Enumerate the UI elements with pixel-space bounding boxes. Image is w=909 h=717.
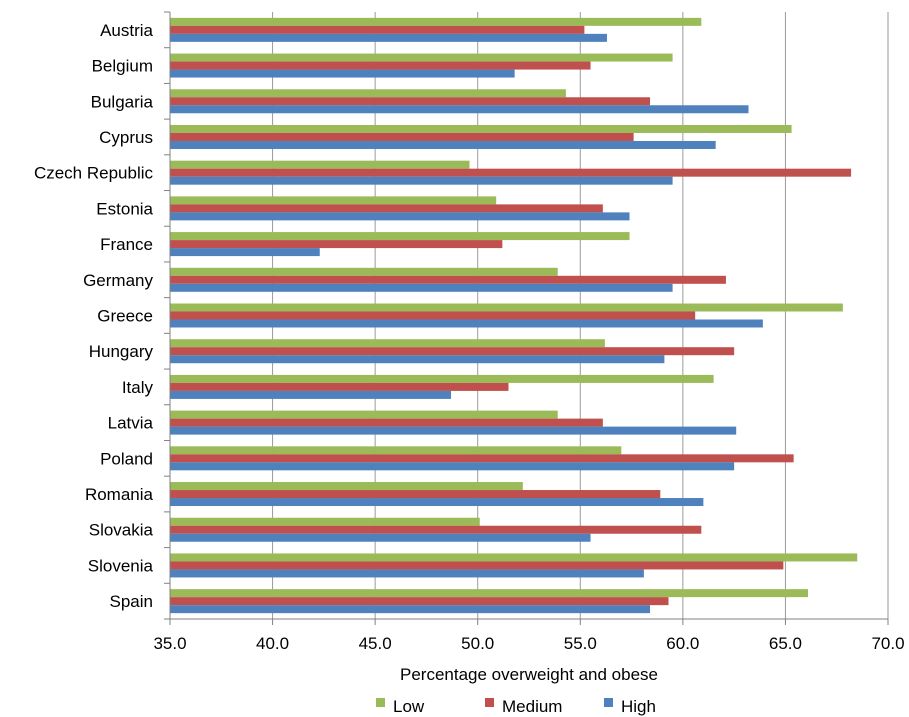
y-category-label: Austria [100, 21, 153, 40]
bars [170, 17, 858, 614]
x-tick-label: 50.0 [461, 634, 494, 653]
y-category-label: Czech Republic [34, 164, 154, 183]
bar-medium-bulgaria [170, 97, 651, 106]
bar-low-czech-republic [170, 160, 470, 169]
bar-low-germany [170, 267, 558, 276]
bar-medium-latvia [170, 418, 603, 427]
bar-low-spain [170, 589, 808, 598]
y-category-label: Slovenia [88, 556, 154, 575]
y-category-label: Hungary [89, 342, 154, 361]
bar-high-hungary [170, 355, 665, 364]
legend-label-low: Low [393, 697, 425, 716]
bar-medium-cyprus [170, 132, 634, 141]
bar-high-slovakia [170, 533, 591, 542]
bar-medium-greece [170, 311, 696, 320]
legend-swatch-low [376, 698, 385, 707]
bar-medium-czech-republic [170, 168, 852, 177]
bar-high-czech-republic [170, 176, 673, 185]
x-tick-label: 35.0 [153, 634, 186, 653]
bar-high-cyprus [170, 140, 716, 149]
y-category-label: Romania [85, 485, 154, 504]
bar-medium-spain [170, 597, 669, 606]
x-tick-label: 65.0 [769, 634, 802, 653]
bar-low-poland [170, 446, 622, 455]
bar-medium-slovenia [170, 561, 784, 570]
bar-medium-romania [170, 490, 661, 499]
x-tick-label: 55.0 [564, 634, 597, 653]
x-tick-label: 40.0 [256, 634, 289, 653]
axes: 35.0 40.0 45.0 50.0 55.0 60.0 65.0 70.0 Austria B… [34, 11, 905, 653]
bar-low-italy [170, 374, 714, 383]
bar-high-slovenia [170, 569, 644, 578]
bar-high-italy [170, 390, 452, 399]
bar-medium-estonia [170, 204, 603, 213]
y-category-label: Belgium [92, 57, 153, 76]
x-tick-label: 60.0 [666, 634, 699, 653]
bar-low-estonia [170, 196, 497, 205]
bar-high-latvia [170, 426, 737, 435]
bar-medium-austria [170, 25, 585, 34]
y-category-label: France [100, 235, 153, 254]
y-category-label: Slovakia [89, 521, 154, 540]
bar-low-latvia [170, 410, 558, 419]
bar-medium-slovakia [170, 525, 702, 534]
bar-high-bulgaria [170, 105, 749, 114]
bar-medium-belgium [170, 61, 591, 70]
bar-high-greece [170, 319, 763, 328]
bar-high-poland [170, 462, 735, 471]
bar-high-austria [170, 33, 607, 42]
y-category-label: Spain [110, 592, 153, 611]
x-tick-label: 45.0 [359, 634, 392, 653]
bar-low-cyprus [170, 124, 792, 133]
legend-label-high: High [621, 697, 656, 716]
bar-low-austria [170, 17, 702, 26]
bar-low-hungary [170, 339, 605, 348]
bar-medium-italy [170, 382, 509, 391]
bar-high-romania [170, 498, 704, 507]
legend-label-medium: Medium [502, 697, 562, 716]
y-category-label: Italy [122, 378, 154, 397]
bar-high-france [170, 248, 320, 257]
y-category-label: Germany [83, 271, 153, 290]
bar-medium-hungary [170, 347, 735, 356]
y-category-label: Greece [97, 307, 153, 326]
bar-low-bulgaria [170, 89, 566, 98]
bar-medium-france [170, 240, 503, 249]
bar-high-germany [170, 283, 673, 292]
bar-low-france [170, 232, 630, 241]
legend-swatch-high [604, 698, 613, 707]
bar-low-romania [170, 482, 523, 491]
bar-high-spain [170, 605, 651, 614]
bar-low-slovenia [170, 553, 858, 562]
legend: Low Medium High [376, 697, 656, 716]
bar-medium-germany [170, 275, 726, 284]
y-category-label: Poland [100, 449, 153, 468]
y-category-label: Bulgaria [91, 92, 154, 111]
y-category-label: Cyprus [99, 128, 153, 147]
bar-medium-poland [170, 454, 794, 463]
bar-low-slovakia [170, 517, 480, 526]
y-category-label: Estonia [96, 199, 153, 218]
bar-high-estonia [170, 212, 630, 221]
legend-swatch-medium [485, 698, 494, 707]
x-axis-title: Percentage overweight and obese [400, 665, 658, 684]
x-tick-label: 70.0 [871, 634, 904, 653]
y-category-label: Latvia [108, 414, 154, 433]
bar-low-belgium [170, 53, 673, 62]
bar-low-greece [170, 303, 843, 312]
bar-high-belgium [170, 69, 515, 78]
